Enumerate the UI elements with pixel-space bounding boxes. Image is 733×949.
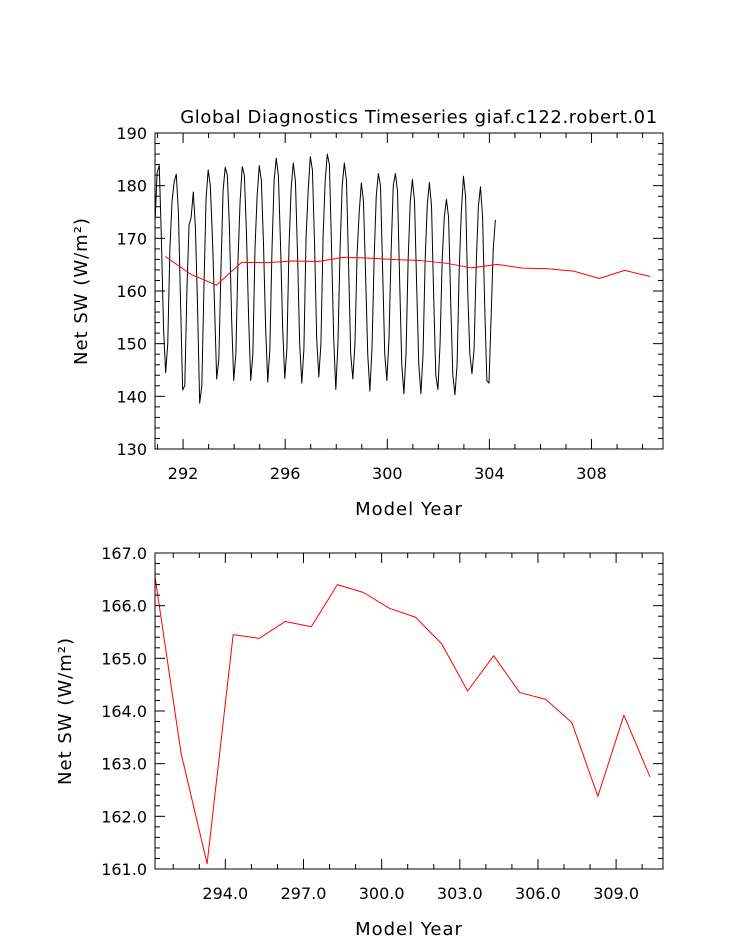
y-tick-label: 164.0	[101, 702, 147, 721]
tick-marks	[155, 552, 663, 870]
x-tick-label: 308	[576, 464, 607, 483]
top-panel-timeseries: 292 296 300 304 308 130 140 150 160 170 180 190 Mode…	[71, 107, 664, 520]
y-tick-label: 165.0	[101, 649, 147, 668]
x-tick-label: 303.0	[437, 884, 483, 903]
x-tick-label: 304	[474, 464, 505, 483]
series-line-monthly	[155, 153, 496, 404]
x-axis-label: Model Year	[355, 499, 463, 520]
x-tick-label: 292	[168, 464, 199, 483]
x-tick-label: 309.0	[593, 884, 639, 903]
y-tick-label: 170	[116, 229, 147, 248]
tick-marks	[155, 132, 663, 450]
x-tick-label: 294.0	[202, 884, 248, 903]
y-tick-label: 130	[116, 440, 147, 459]
y-tick-label: 180	[116, 177, 147, 196]
y-axis-label: Net SW (W/m²)	[71, 217, 92, 365]
x-tick-label: 297.0	[281, 884, 327, 903]
plot-frame	[154, 552, 664, 870]
y-tick-label: 161.0	[101, 860, 147, 879]
y-tick-label: 160	[116, 282, 147, 301]
y-tick-label: 190	[116, 124, 147, 143]
chart-title: Global Diagnostics Timeseries giaf.c122.…	[180, 107, 658, 128]
y-axis-label: Net SW (W/m²)	[55, 637, 76, 785]
y-tick-label: 166.0	[101, 597, 147, 616]
x-tick-label: 300	[372, 464, 403, 483]
bottom-panel-annual-means: 294.0 297.0 300.0 303.0 306.0 309.0 161.0 162.0…	[55, 544, 664, 940]
x-axis-label: Model Year	[355, 919, 463, 940]
series-group	[155, 153, 651, 404]
series-line-annual-mean	[164, 256, 651, 286]
y-tick-label: 150	[116, 335, 147, 354]
x-tick-label: 296	[270, 464, 301, 483]
y-tick-label: 140	[116, 387, 147, 406]
y-tick-label: 163.0	[101, 755, 147, 774]
y-tick-label: 162.0	[101, 807, 147, 826]
x-tick-label: 306.0	[515, 884, 561, 903]
x-tick-label: 300.0	[359, 884, 405, 903]
series-line-annual-mean	[155, 576, 651, 865]
series-group	[155, 576, 651, 865]
y-tick-label: 167.0	[101, 544, 147, 563]
